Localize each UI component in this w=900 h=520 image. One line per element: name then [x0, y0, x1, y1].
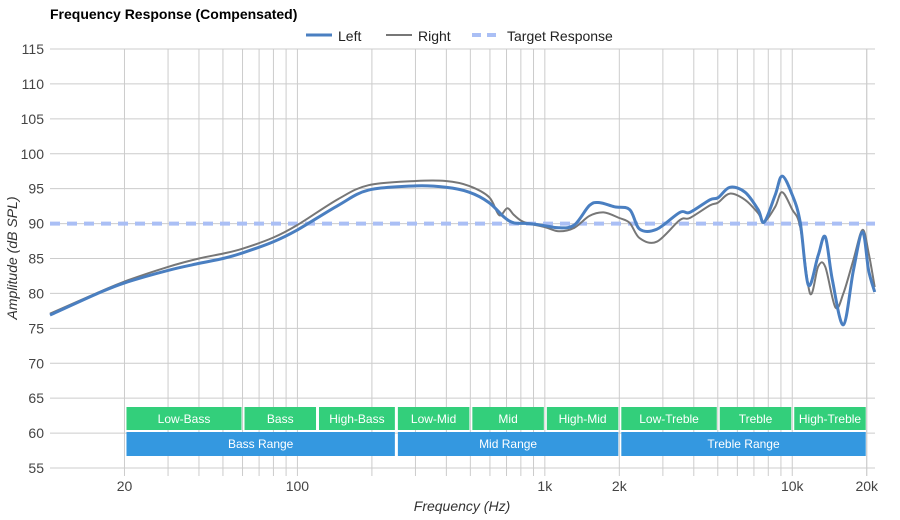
- y-tick-label: 85: [28, 251, 44, 267]
- band-label: Low-Mid: [411, 412, 456, 426]
- y-tick-label: 80: [28, 285, 44, 301]
- range-label: Bass Range: [228, 437, 294, 451]
- legend-right-label: Right: [418, 28, 451, 44]
- band-high-treble: [794, 407, 866, 430]
- band-label: Low-Treble: [639, 412, 699, 426]
- range-label: Mid Range: [479, 437, 537, 451]
- band-label: Mid: [498, 412, 517, 426]
- right-series-line: [49, 179, 876, 315]
- range-treble-range: [621, 432, 866, 456]
- band-label: Low-Bass: [158, 412, 211, 426]
- y-tick-label: 105: [21, 111, 45, 127]
- chart-title: Frequency Response (Compensated): [50, 6, 297, 22]
- y-tick-label: 90: [28, 216, 44, 232]
- y-tick-label: 55: [28, 460, 44, 476]
- legend-left-label: Left: [338, 28, 361, 44]
- y-axis-label: Amplitude (dB SPL): [4, 197, 20, 321]
- band-high-mid: [546, 407, 619, 430]
- band-mid: [472, 407, 544, 430]
- y-tick-label: 75: [28, 320, 44, 336]
- band-low-treble: [621, 407, 717, 430]
- y-tick-label: 95: [28, 181, 44, 197]
- band-label: High-Bass: [329, 412, 384, 426]
- band-low-bass: [126, 407, 242, 430]
- y-tick-label: 65: [28, 390, 44, 406]
- legend-target-label: Target Response: [507, 28, 613, 44]
- range-label: Treble Range: [707, 437, 780, 451]
- y-tick-label: 70: [28, 355, 44, 371]
- x-tick-label: 1k: [537, 478, 553, 494]
- x-axis-label: Frequency (Hz): [414, 498, 510, 514]
- x-tick-label: 20: [117, 478, 133, 494]
- x-tick-label: 10k: [781, 478, 805, 494]
- x-tick-label: 2k: [612, 478, 628, 494]
- left-series-line: [49, 174, 877, 327]
- band-label: Treble: [739, 412, 773, 426]
- y-tick-label: 60: [28, 425, 44, 441]
- series: [49, 174, 877, 327]
- band-label: High-Treble: [799, 412, 862, 426]
- band-label: High-Mid: [559, 412, 607, 426]
- x-tick-label: 100: [286, 478, 310, 494]
- y-tick-label: 110: [22, 76, 45, 92]
- band-high-bass: [319, 407, 395, 430]
- frequency-bands: Low-Bass Bass High-Bass Low-Mid Mid High-Mid L…: [126, 407, 866, 456]
- band-bass: [244, 407, 317, 430]
- tick-labels: 55 60 65 70 75 80 85 90 95 100 105 110 115 20 100 1k 2k 1…: [21, 41, 879, 494]
- band-low-mid: [397, 407, 470, 430]
- range-bass-range: [126, 432, 395, 456]
- legend: Left Right Target Response: [306, 28, 613, 44]
- y-tick-label: 115: [22, 41, 45, 57]
- range-mid-range: [397, 432, 619, 456]
- y-tick-label: 100: [21, 146, 45, 162]
- x-tick-label: 20k: [855, 478, 879, 494]
- band-treble: [719, 407, 792, 430]
- band-label: Bass: [267, 412, 294, 426]
